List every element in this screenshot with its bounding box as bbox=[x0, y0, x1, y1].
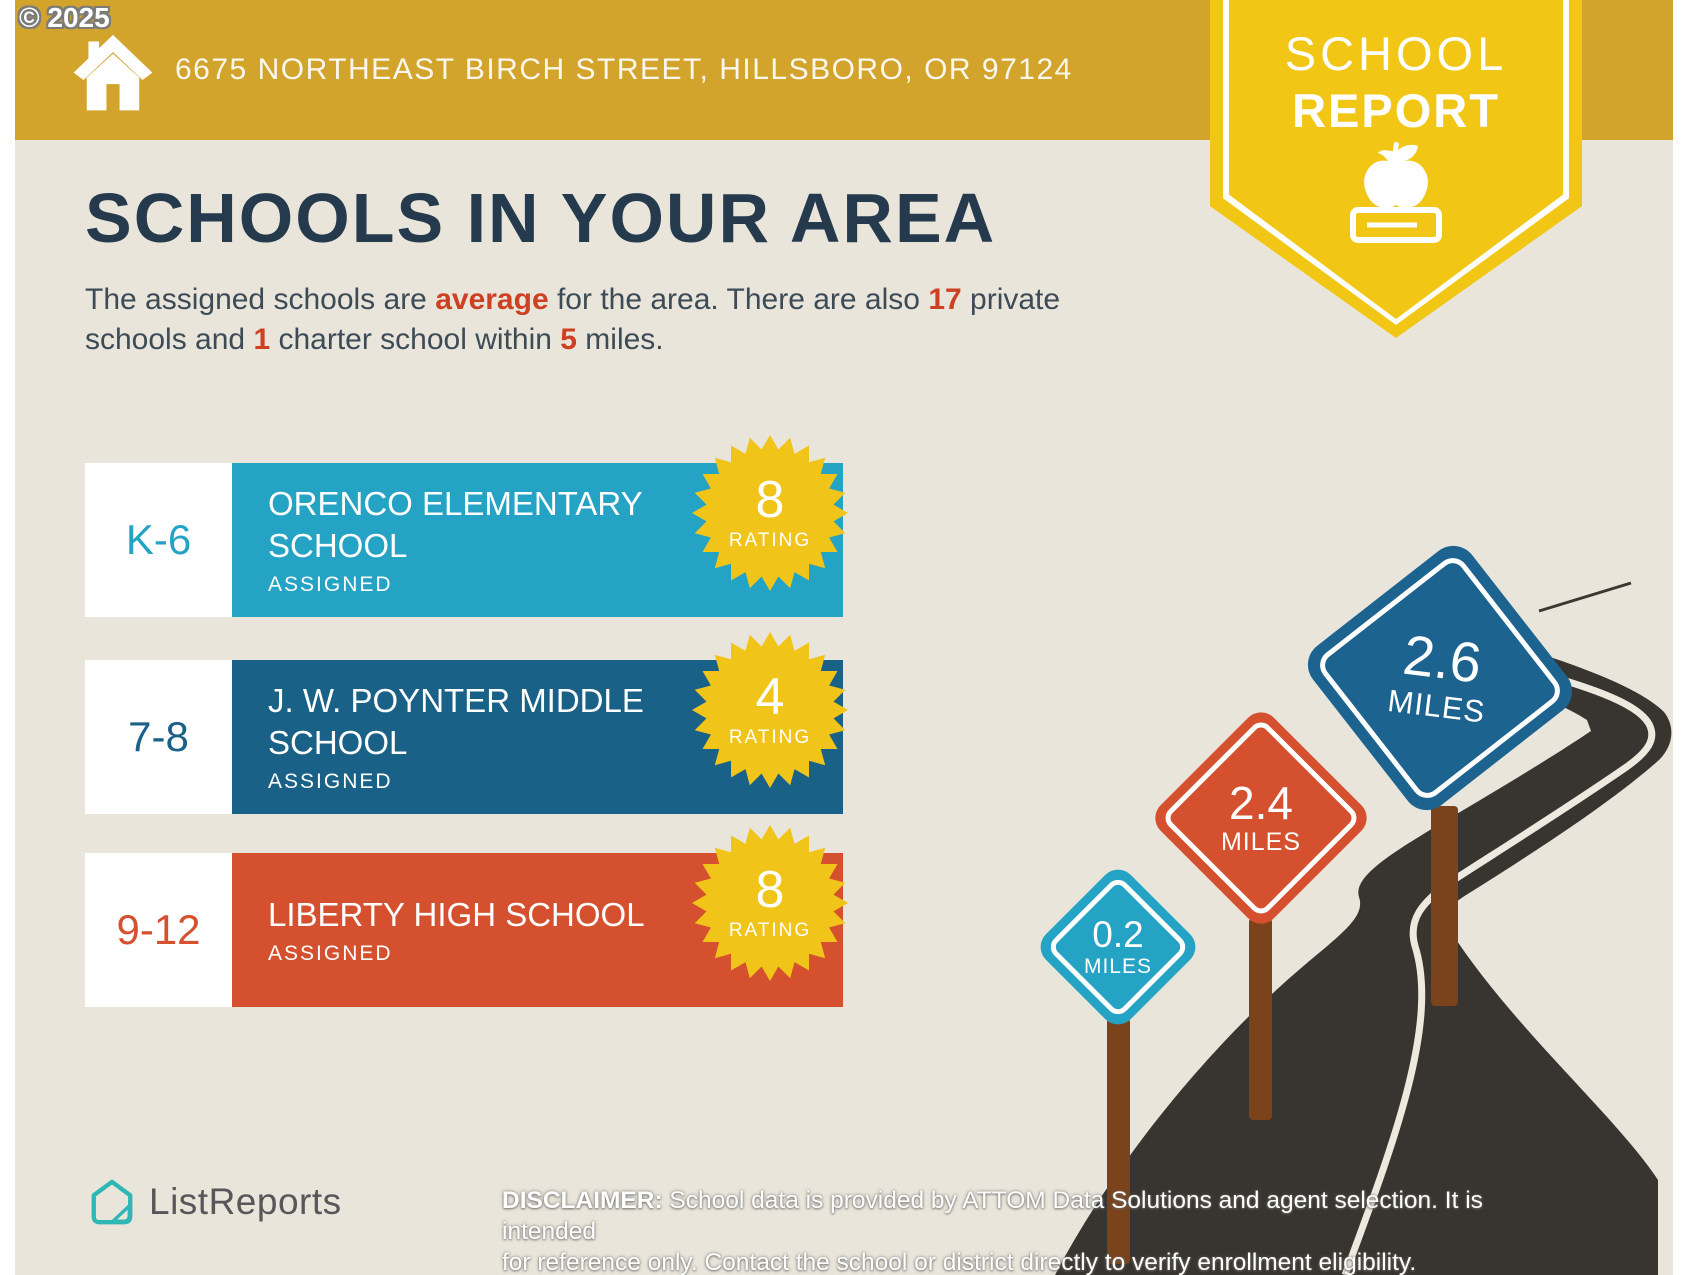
sign-post-mid bbox=[1249, 918, 1272, 1120]
sign-text: 2.6 MILES bbox=[1327, 565, 1552, 790]
intro-plain: private schools and bbox=[85, 283, 1061, 356]
school-status: ASSIGNED bbox=[268, 942, 393, 966]
rating-label: RATING bbox=[728, 727, 812, 748]
disclaimer-text: DISCLAIMER: School data is provided by A… bbox=[502, 1185, 1492, 1275]
sign-distance: 0.2 bbox=[1092, 913, 1144, 955]
sign-post-near bbox=[1107, 1018, 1130, 1264]
sign-text: 2.4 MILES bbox=[1181, 738, 1341, 898]
grade-range: K-6 bbox=[85, 463, 232, 617]
ribbon-line2: REPORT bbox=[1292, 84, 1500, 137]
road-illustration bbox=[1055, 581, 1672, 1275]
rating-text: 8 RATING bbox=[690, 433, 850, 593]
ribbon-title: SCHOOL REPORT bbox=[1210, 26, 1582, 138]
sign-text: 0.2 MILES bbox=[1058, 887, 1178, 1007]
rating-value: 4 bbox=[755, 668, 785, 726]
rating-badge-middle: 4 RATING bbox=[690, 630, 850, 790]
school-status: ASSIGNED bbox=[268, 769, 393, 793]
distance-sign-2-4: 2.4 MILES bbox=[1147, 704, 1375, 932]
intro-accent: 5 bbox=[560, 322, 577, 356]
sign-unit: MILES bbox=[1083, 954, 1153, 978]
school-report-ribbon: SCHOOL REPORT bbox=[1210, 0, 1582, 338]
rating-value: 8 bbox=[755, 861, 785, 919]
rating-value: 8 bbox=[755, 471, 785, 529]
rating-text: 8 RATING bbox=[690, 823, 850, 983]
starburst-icon bbox=[692, 825, 848, 981]
intro-accent: 1 bbox=[253, 322, 271, 356]
home-icon bbox=[73, 34, 153, 111]
rating-badge-elementary: 8 RATING bbox=[690, 433, 850, 593]
listreports-house-icon bbox=[91, 1179, 133, 1225]
road-median-line bbox=[1341, 658, 1656, 1275]
distance-sign-2-6: 2.6 MILES bbox=[1298, 536, 1582, 820]
listreports-wordmark: ListReports bbox=[149, 1181, 342, 1222]
disclaimer-line2: for reference only. Contact the school o… bbox=[502, 1249, 1417, 1275]
sign-unit: MILES bbox=[1220, 827, 1302, 856]
apple-on-book-icon bbox=[1350, 142, 1442, 243]
school-name: J. W. POYNTER MIDDLE SCHOOL bbox=[268, 682, 644, 761]
school-status: ASSIGNED bbox=[268, 572, 393, 596]
school-name: LIBERTY HIGH SCHOOL bbox=[268, 895, 645, 933]
infographic-canvas: 6675 NORTHEAST BIRCH STREET, HILLSBORO, … bbox=[15, 0, 1673, 1275]
property-address: 6675 NORTHEAST BIRCH STREET, HILLSBORO, … bbox=[175, 53, 1073, 86]
sign-post-far bbox=[1431, 806, 1458, 1006]
rating-text: 4 RATING bbox=[690, 630, 850, 790]
listreports-logo: ListReports bbox=[88, 1178, 342, 1226]
intro-accent: average bbox=[435, 283, 549, 316]
road-body bbox=[1055, 640, 1672, 1275]
grade-range: 7-8 bbox=[85, 660, 232, 814]
intro-plain: charter school within bbox=[270, 322, 561, 356]
distant-road-line bbox=[1538, 581, 1632, 613]
sign-distance: 2.4 bbox=[1229, 776, 1293, 829]
intro-plain: miles. bbox=[576, 322, 664, 356]
school-name: ORENCO ELEMENTARY SCHOOL bbox=[268, 485, 643, 564]
rating-label: RATING bbox=[728, 920, 812, 941]
sign-distance: 2.6 bbox=[1399, 622, 1485, 695]
starburst-icon bbox=[692, 435, 848, 591]
intro-plain: for the area. There are also bbox=[548, 283, 929, 316]
disclaimer-label: DISCLAIMER: bbox=[502, 1187, 663, 1214]
intro-plain: The assigned schools are bbox=[85, 283, 436, 316]
disclaimer-line1: School data is provided by ATTOM Data So… bbox=[502, 1187, 1483, 1246]
page-title: SCHOOLS IN YOUR AREA bbox=[85, 179, 997, 257]
grade-range: 9-12 bbox=[85, 853, 232, 1007]
intro-paragraph: The assigned schools are average for the… bbox=[85, 280, 1085, 359]
intro-accent: 17 bbox=[928, 283, 962, 316]
starburst-icon bbox=[692, 632, 848, 788]
rating-label: RATING bbox=[728, 530, 812, 551]
copyright-watermark: © 2025 bbox=[19, 2, 110, 33]
ribbon-line1: SCHOOL bbox=[1284, 27, 1508, 80]
rating-badge-high: 8 RATING bbox=[690, 823, 850, 983]
distance-sign-0-2: 0.2 MILES bbox=[1033, 862, 1203, 1032]
